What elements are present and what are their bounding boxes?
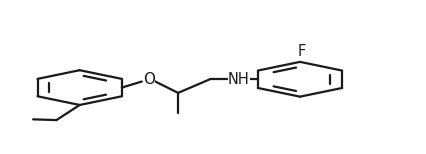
Text: F: F [298,44,306,59]
Text: NH: NH [228,72,250,87]
Text: O: O [143,72,155,87]
